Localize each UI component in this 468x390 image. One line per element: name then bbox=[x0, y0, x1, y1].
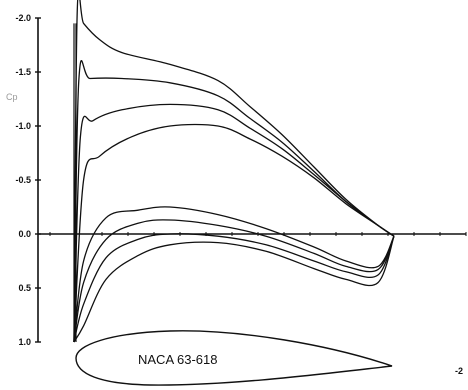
lower-surface-cp-curve bbox=[73, 219, 395, 343]
y-axis-ticks: -2.0 -1.5 -1.0 -0.5 0.0 0.5 1.0 bbox=[15, 13, 41, 347]
y-tick-label: 0.0 bbox=[18, 229, 31, 239]
x-axis-end-label: -2 bbox=[455, 366, 463, 376]
y-tick-label: 0.5 bbox=[18, 283, 31, 293]
y-tick-label: -1.5 bbox=[15, 67, 31, 77]
y-tick-label: -0.5 bbox=[15, 175, 31, 185]
cp-curves bbox=[73, 0, 395, 343]
upper-surface-cp-curve bbox=[73, 123, 395, 343]
lower-surface-cp-curve bbox=[73, 235, 395, 343]
chart-axes bbox=[37, 18, 467, 342]
y-tick-label: -2.0 bbox=[15, 13, 31, 23]
lower-surface-cp-curve bbox=[73, 206, 395, 343]
airfoil-label: NACA 63-618 bbox=[138, 352, 218, 367]
y-tick-label: -1.0 bbox=[15, 121, 31, 131]
y-tick-label: 1.0 bbox=[18, 337, 31, 347]
lower-surface-cp-curve bbox=[73, 233, 395, 343]
y-axis-label: Cp bbox=[6, 92, 18, 102]
upper-surface-cp-curve bbox=[73, 103, 395, 343]
airfoil-outline bbox=[75, 330, 393, 386]
upper-surface-cp-curve bbox=[73, 0, 395, 343]
